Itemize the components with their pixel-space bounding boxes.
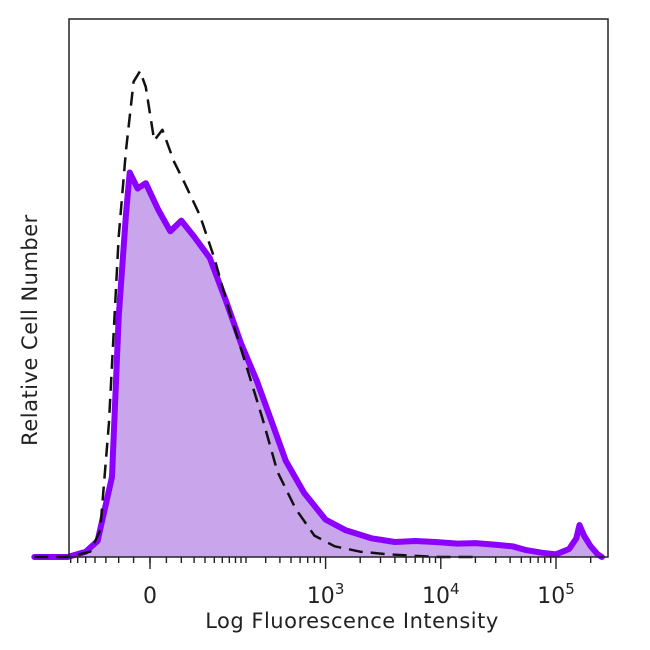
x-tick-label: 103	[307, 580, 345, 609]
plot-frame	[68, 18, 609, 558]
x-axis-title: Log Fluorescence Intensity	[205, 609, 499, 633]
sample-histogram-area	[34, 172, 602, 557]
x-tick-label: 105	[537, 580, 575, 609]
x-tick-label: 104	[422, 580, 460, 609]
x-tick-label: 0	[143, 584, 157, 609]
x-axis-tick-labels: 0 103 104 105	[143, 580, 575, 609]
sample-histogram-line	[31, 169, 605, 560]
y-axis-title: Relative Cell Number	[18, 214, 42, 446]
x-axis-ticks	[69, 557, 592, 569]
